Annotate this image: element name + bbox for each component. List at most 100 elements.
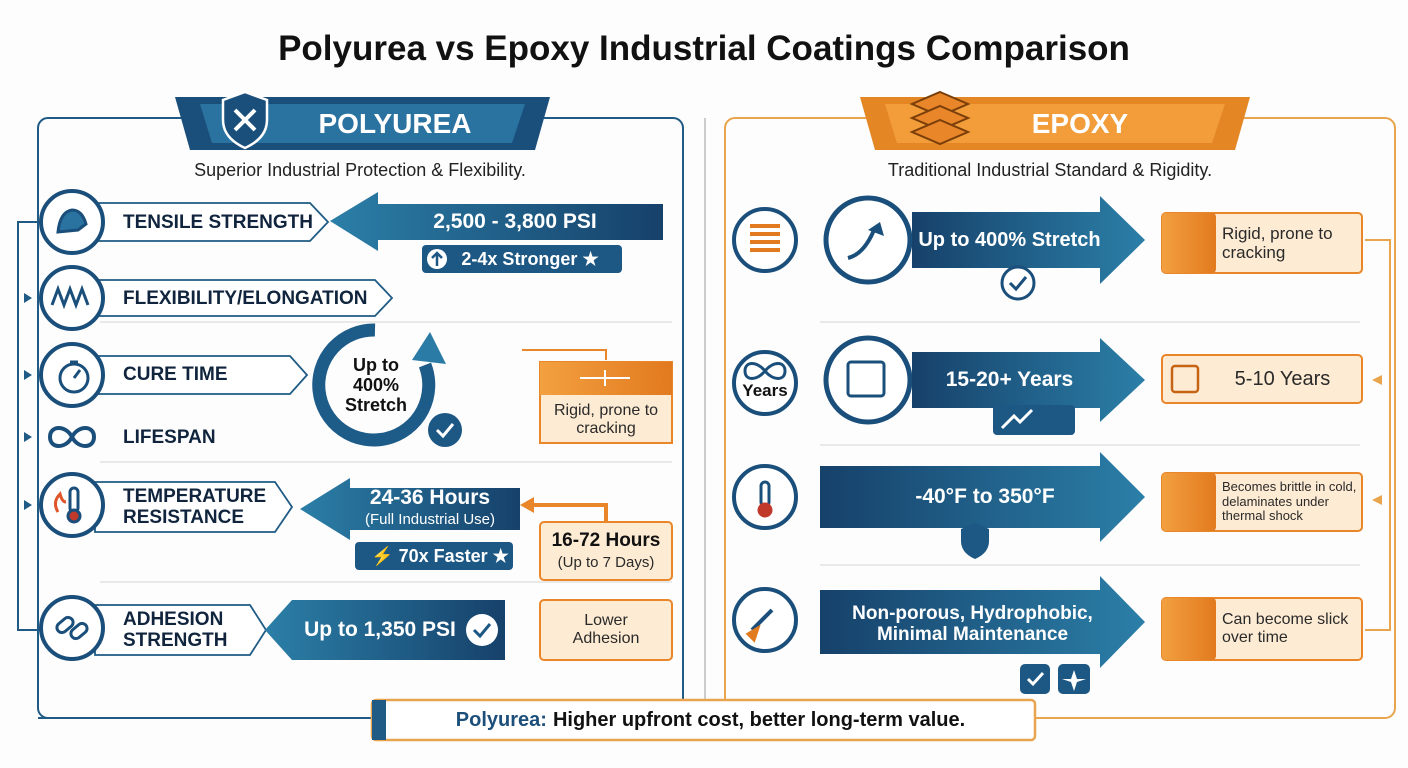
badge bbox=[422, 245, 622, 273]
value-arrow bbox=[912, 338, 1145, 422]
connector-arrow bbox=[520, 497, 534, 513]
value-arrow bbox=[820, 576, 1145, 668]
epoxy-box-icon bbox=[1162, 213, 1216, 273]
icon-glyph bbox=[69, 621, 89, 641]
value-arrow bbox=[912, 196, 1145, 284]
box-note: (Up to 7 Days) bbox=[557, 553, 655, 571]
badge bbox=[993, 405, 1075, 435]
box-text: Rigid, prone to cracking bbox=[553, 402, 659, 437]
connector-arrow bbox=[24, 293, 32, 510]
arrow-value: 15-20+ Years bbox=[945, 368, 1074, 392]
box-text: 5-10 Years bbox=[1234, 367, 1331, 390]
icon-circle bbox=[39, 472, 105, 538]
check-icon bbox=[466, 614, 498, 646]
check-icon bbox=[428, 413, 462, 447]
epoxy-box bbox=[539, 599, 673, 661]
connector bbox=[530, 503, 608, 522]
icon-glyph bbox=[745, 624, 761, 643]
icon-circle bbox=[732, 350, 798, 416]
row-label: TEMPERATURE RESISTANCE bbox=[123, 485, 267, 528]
icon-glyph bbox=[56, 208, 88, 234]
calendar-icon bbox=[1170, 364, 1200, 394]
stretch-ring bbox=[312, 323, 436, 447]
arrow-value: Up to 400% Stretch bbox=[918, 228, 1101, 251]
icon-glyph bbox=[847, 229, 876, 260]
icon-glyph bbox=[66, 508, 82, 524]
box-value: 16-72 Hours bbox=[551, 530, 661, 552]
arrow-value: Up to 1,350 PSI bbox=[304, 618, 456, 642]
connector-arrow bbox=[24, 500, 32, 510]
shield-icon bbox=[233, 108, 257, 132]
icon-glyph bbox=[743, 224, 787, 643]
box-text: Rigid, prone to cracking bbox=[1222, 223, 1333, 262]
footer-text: Higher upfront cost, better long-term va… bbox=[552, 708, 966, 731]
connector-arrow bbox=[24, 293, 32, 303]
epoxy-box bbox=[1161, 212, 1363, 661]
check-icon bbox=[472, 623, 492, 639]
check-icon bbox=[1026, 671, 1045, 687]
epoxy-box bbox=[1161, 354, 1363, 404]
badge-text: ⚡ 70x Faster ★ bbox=[371, 545, 509, 566]
badge-text: 2-4x Stronger ★ bbox=[461, 248, 599, 269]
check-icon bbox=[435, 423, 455, 439]
row-divider bbox=[100, 321, 1360, 583]
icon-circle bbox=[732, 587, 798, 653]
icon-circle-large bbox=[823, 195, 913, 425]
icon-circle-large bbox=[823, 335, 913, 425]
box-text: Can become slick over time bbox=[1222, 611, 1349, 646]
footer: Polyurea: Higher upfront cost, better lo… bbox=[386, 700, 1035, 740]
icon-circle bbox=[39, 342, 105, 408]
layers-icon bbox=[909, 90, 971, 146]
shield-icon bbox=[961, 523, 989, 559]
value-arrow bbox=[820, 452, 1145, 542]
epoxy-box-icon bbox=[1162, 213, 1216, 660]
connector-arrow bbox=[24, 370, 32, 380]
row-label: ADHESION STRENGTH bbox=[123, 608, 228, 651]
check-icon bbox=[1008, 276, 1028, 292]
panel-header: POLYUREA bbox=[318, 107, 472, 139]
epoxy-box-icon bbox=[1162, 473, 1216, 531]
box-text: Becomes brittle in cold, delaminates und… bbox=[1222, 479, 1357, 524]
polyurea-banner-inner bbox=[200, 104, 525, 143]
row-label: FLEXIBILITY/ELONGATION bbox=[123, 288, 368, 310]
epoxy-box-icon bbox=[1162, 598, 1216, 660]
circle-text: Up to 400% Stretch bbox=[344, 354, 407, 416]
panel-subtitle: Superior Industrial Protection & Flexibi… bbox=[194, 159, 526, 180]
badge-icon bbox=[431, 251, 443, 266]
label-tab bbox=[94, 202, 394, 656]
connector-arrow bbox=[24, 432, 32, 442]
footer-accent bbox=[372, 700, 386, 740]
crack-icon bbox=[580, 370, 630, 386]
layers-icon bbox=[909, 118, 971, 146]
icon-glyph bbox=[868, 222, 884, 236]
row-label: TENSILE STRENGTH bbox=[123, 212, 314, 234]
icon-glyph bbox=[58, 362, 90, 394]
row-label: LIFESPAN bbox=[123, 427, 216, 449]
arrow-note: (Full Industrial Use) bbox=[364, 510, 496, 528]
row-label: CURE TIME bbox=[123, 364, 228, 386]
icon-glyph bbox=[47, 426, 97, 448]
icon-glyph bbox=[53, 491, 67, 513]
icon-glyph bbox=[750, 608, 774, 632]
icon-circle bbox=[39, 595, 105, 661]
sparkle-icon bbox=[1062, 670, 1086, 691]
connector-arrow bbox=[1372, 495, 1382, 505]
panel-subtitle: Traditional Industrial Standard & Rigidi… bbox=[887, 159, 1213, 180]
connector bbox=[17, 221, 40, 631]
icon-glyph bbox=[757, 502, 773, 518]
badge-icon bbox=[1000, 408, 1034, 430]
epoxy-box bbox=[539, 521, 673, 581]
badge bbox=[355, 542, 513, 570]
icon-glyph bbox=[70, 360, 82, 379]
box-text: Lower Adhesion bbox=[572, 612, 640, 647]
value-arrow bbox=[265, 600, 505, 660]
icon-glyph bbox=[55, 615, 75, 635]
arrow-value: Non-porous, Hydrophobic, Minimal Mainten… bbox=[852, 602, 1093, 645]
value-arrow bbox=[300, 478, 520, 540]
icon-glyph bbox=[743, 362, 787, 380]
icon-glyph bbox=[50, 284, 90, 310]
icon-glyph bbox=[846, 360, 886, 398]
icon-circle bbox=[39, 189, 105, 661]
